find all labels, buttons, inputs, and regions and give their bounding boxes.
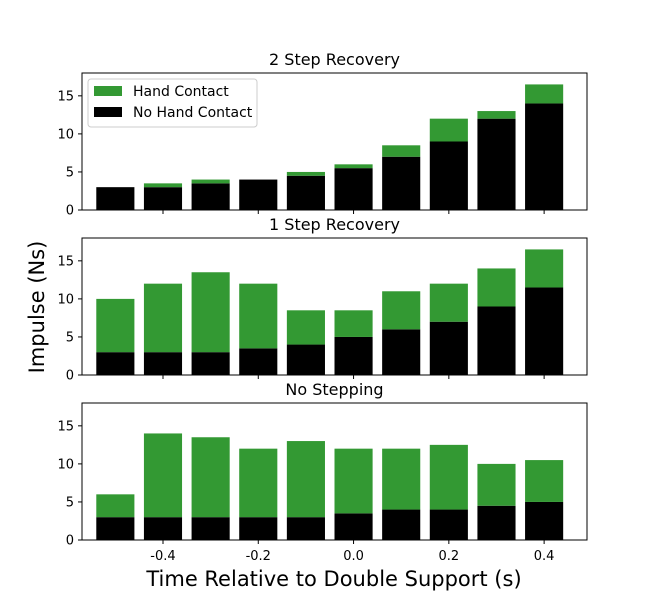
- bar-no-hand-contact: [382, 509, 421, 540]
- bar-hand-contact: [143, 183, 183, 188]
- y-tick-label: 5: [66, 495, 74, 510]
- bar-hand-contact: [525, 460, 564, 502]
- bar-hand-contact: [429, 283, 468, 322]
- bar-no-hand-contact: [239, 179, 278, 210]
- y-tick-label: 15: [57, 419, 74, 434]
- axes-frame: [81, 72, 588, 211]
- bar-hand-contact: [525, 84, 564, 104]
- bar-no-hand-contact: [477, 118, 516, 210]
- bar-hand-contact: [286, 441, 325, 518]
- subplot-title: 1 Step Recovery: [269, 215, 400, 234]
- bar-hand-contact: [96, 494, 135, 518]
- bar-hand-contact: [191, 272, 230, 353]
- bar-hand-contact: [334, 164, 373, 169]
- bar-no-hand-contact: [239, 517, 278, 540]
- y-tick-label: 5: [66, 330, 74, 345]
- y-tick-label: 0: [66, 204, 74, 219]
- bar-hand-contact: [477, 268, 516, 307]
- bar-no-hand-contact: [429, 141, 468, 210]
- x-tick-label: -0.2: [246, 549, 271, 564]
- bar-no-hand-contact: [477, 505, 516, 540]
- bar-no-hand-contact: [382, 329, 421, 375]
- bar-no-hand-contact: [96, 352, 135, 375]
- bar-no-hand-contact: [334, 168, 373, 210]
- legend-swatch-no-hand-contact: [94, 107, 122, 117]
- bar-hand-contact: [143, 283, 183, 353]
- x-axis-label: Time Relative to Double Support (s): [145, 567, 521, 591]
- bar-no-hand-contact: [477, 306, 516, 375]
- subplot-3: 0 5 10 15 -0.4 -0.2 0.0 0.2 0.4 No Stepping: [57, 380, 588, 564]
- bar-hand-contact: [525, 249, 564, 288]
- bar-no-hand-contact: [239, 348, 278, 375]
- legend-label-hand-contact: Hand Contact: [133, 84, 229, 100]
- legend-label-no-hand-contact: No Hand Contact: [133, 105, 253, 121]
- bar-no-hand-contact: [191, 517, 230, 540]
- bar-hand-contact: [191, 437, 230, 518]
- bar-hand-contact: [239, 448, 278, 518]
- bar-no-hand-contact: [96, 517, 135, 540]
- bar-no-hand-contact: [143, 352, 183, 375]
- bar-no-hand-contact: [286, 175, 325, 210]
- bar-hand-contact: [429, 118, 468, 142]
- bar-no-hand-contact: [191, 183, 230, 210]
- bar-no-hand-contact: [525, 287, 564, 375]
- y-tick-label: 5: [66, 165, 74, 180]
- bar-no-hand-contact: [382, 156, 421, 210]
- bar-no-hand-contact: [96, 187, 135, 210]
- y-tick-label: 15: [57, 89, 74, 104]
- subplot-1: 0 5 10 15 2 Step Recovery Hand Contact No Hand…: [57, 50, 588, 219]
- x-tick-label: 0.0: [343, 549, 364, 564]
- axes-frame: [81, 402, 588, 541]
- legend-box: [87, 78, 258, 128]
- x-tick-label: -0.4: [150, 549, 175, 564]
- legend: Hand Contact No Hand Contact: [87, 78, 258, 128]
- y-tick-label: 15: [57, 254, 74, 269]
- panels: 0 5 10 15 2 Step Recovery Hand Contact No Hand…: [57, 50, 588, 564]
- bar-no-hand-contact: [143, 187, 183, 210]
- bar-no-hand-contact: [334, 336, 373, 375]
- bar-hand-contact: [286, 171, 325, 176]
- bar-hand-contact: [382, 291, 421, 330]
- bar-hand-contact: [334, 448, 373, 514]
- bar-no-hand-contact: [286, 344, 325, 375]
- bar-no-hand-contact: [525, 103, 564, 210]
- subplot-title: No Stepping: [285, 380, 383, 399]
- bar-hand-contact: [239, 283, 278, 349]
- bar-hand-contact: [286, 310, 325, 345]
- bar-no-hand-contact: [191, 352, 230, 375]
- bar-hand-contact: [429, 444, 468, 510]
- bar-hand-contact: [382, 145, 421, 157]
- x-tick-label: 0.2: [438, 549, 459, 564]
- y-tick-label: 10: [57, 292, 74, 307]
- subplot-2: 0 5 10 15 1 Step Recovery: [57, 215, 588, 384]
- bar-no-hand-contact: [143, 517, 183, 540]
- bar-no-hand-contact: [286, 517, 325, 540]
- bar-no-hand-contact: [334, 513, 373, 540]
- axes-frame: [81, 237, 588, 376]
- bar-hand-contact: [477, 111, 516, 119]
- bar-no-hand-contact: [429, 509, 468, 540]
- bar-no-hand-contact: [429, 321, 468, 375]
- bar-no-hand-contact: [525, 501, 564, 540]
- bar-hand-contact: [334, 310, 373, 337]
- bar-hand-contact: [191, 179, 230, 184]
- bar-hand-contact: [143, 433, 183, 518]
- subplot-title: 2 Step Recovery: [269, 50, 400, 69]
- y-tick-label: 0: [66, 369, 74, 384]
- bar-hand-contact: [96, 298, 135, 353]
- y-tick-label: 0: [66, 534, 74, 549]
- y-tick-label: 10: [57, 457, 74, 472]
- bar-hand-contact: [477, 463, 516, 506]
- bar-hand-contact: [382, 448, 421, 510]
- x-tick-label: 0.4: [534, 549, 555, 564]
- y-tick-label: 10: [57, 127, 74, 142]
- y-axis-label: Impulse (Ns): [25, 241, 49, 374]
- legend-swatch-hand-contact: [94, 86, 122, 96]
